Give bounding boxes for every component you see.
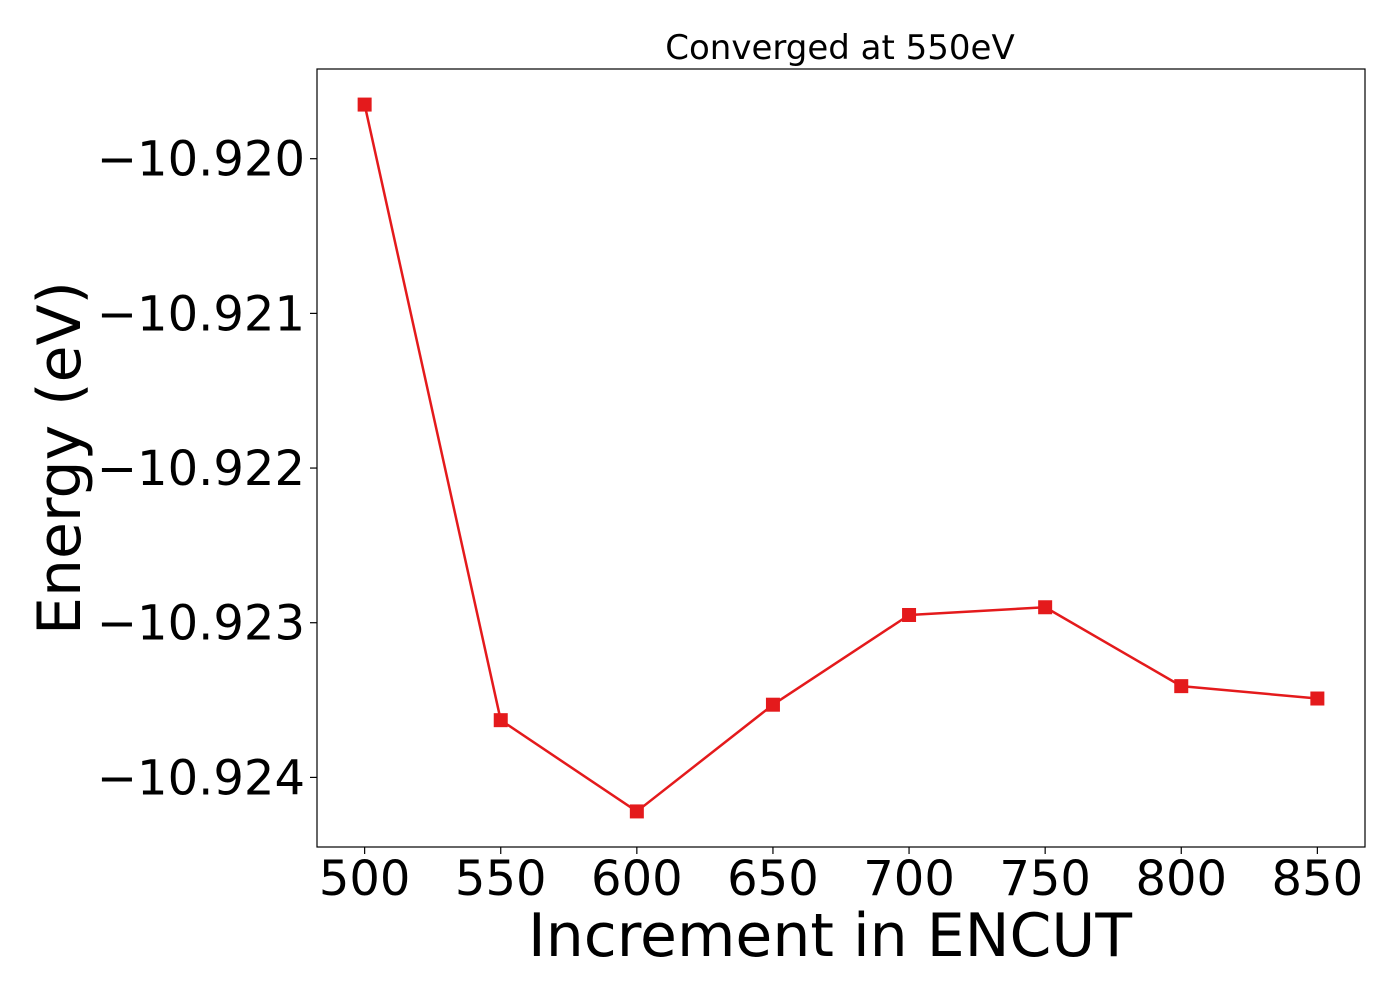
x-tick-label: 750 (999, 851, 1091, 907)
data-point-marker (1174, 679, 1189, 694)
plot-area-frame (316, 68, 1366, 848)
y-tick-label: −10.924 (97, 750, 305, 806)
series-line (363, 104, 1318, 813)
x-tick-label: 700 (863, 851, 955, 907)
chart-title: Converged at 550eV (665, 28, 1014, 68)
x-tick-label: 550 (455, 851, 547, 907)
data-point-marker (493, 713, 508, 728)
y-tick-label: −10.923 (97, 596, 305, 652)
y-tick-label: −10.920 (97, 132, 305, 188)
data-point-marker (357, 97, 372, 112)
x-tick-label: 650 (727, 851, 819, 907)
data-point-marker (765, 697, 780, 712)
data-point-marker (629, 804, 644, 819)
y-tick-label: −10.921 (97, 286, 305, 342)
data-point-marker (1310, 691, 1325, 706)
x-axis-label: Increment in ENCUT (528, 901, 1132, 971)
x-tick-label: 600 (591, 851, 683, 907)
series-layer (357, 97, 1325, 819)
x-tick-label: 800 (1135, 851, 1227, 907)
y-axis: −10.920 −10.921 −10.922 −10.923 −10.924 (97, 132, 317, 806)
data-point-marker (902, 607, 917, 622)
y-tick-label: −10.922 (97, 441, 305, 497)
x-axis: 500 550 600 650 700 750 800 850 (319, 847, 1363, 907)
y-axis-label: Energy (eV) (25, 281, 95, 635)
x-tick-label: 500 (319, 851, 411, 907)
x-tick-label: 850 (1272, 851, 1364, 907)
data-point-marker (1038, 600, 1053, 615)
